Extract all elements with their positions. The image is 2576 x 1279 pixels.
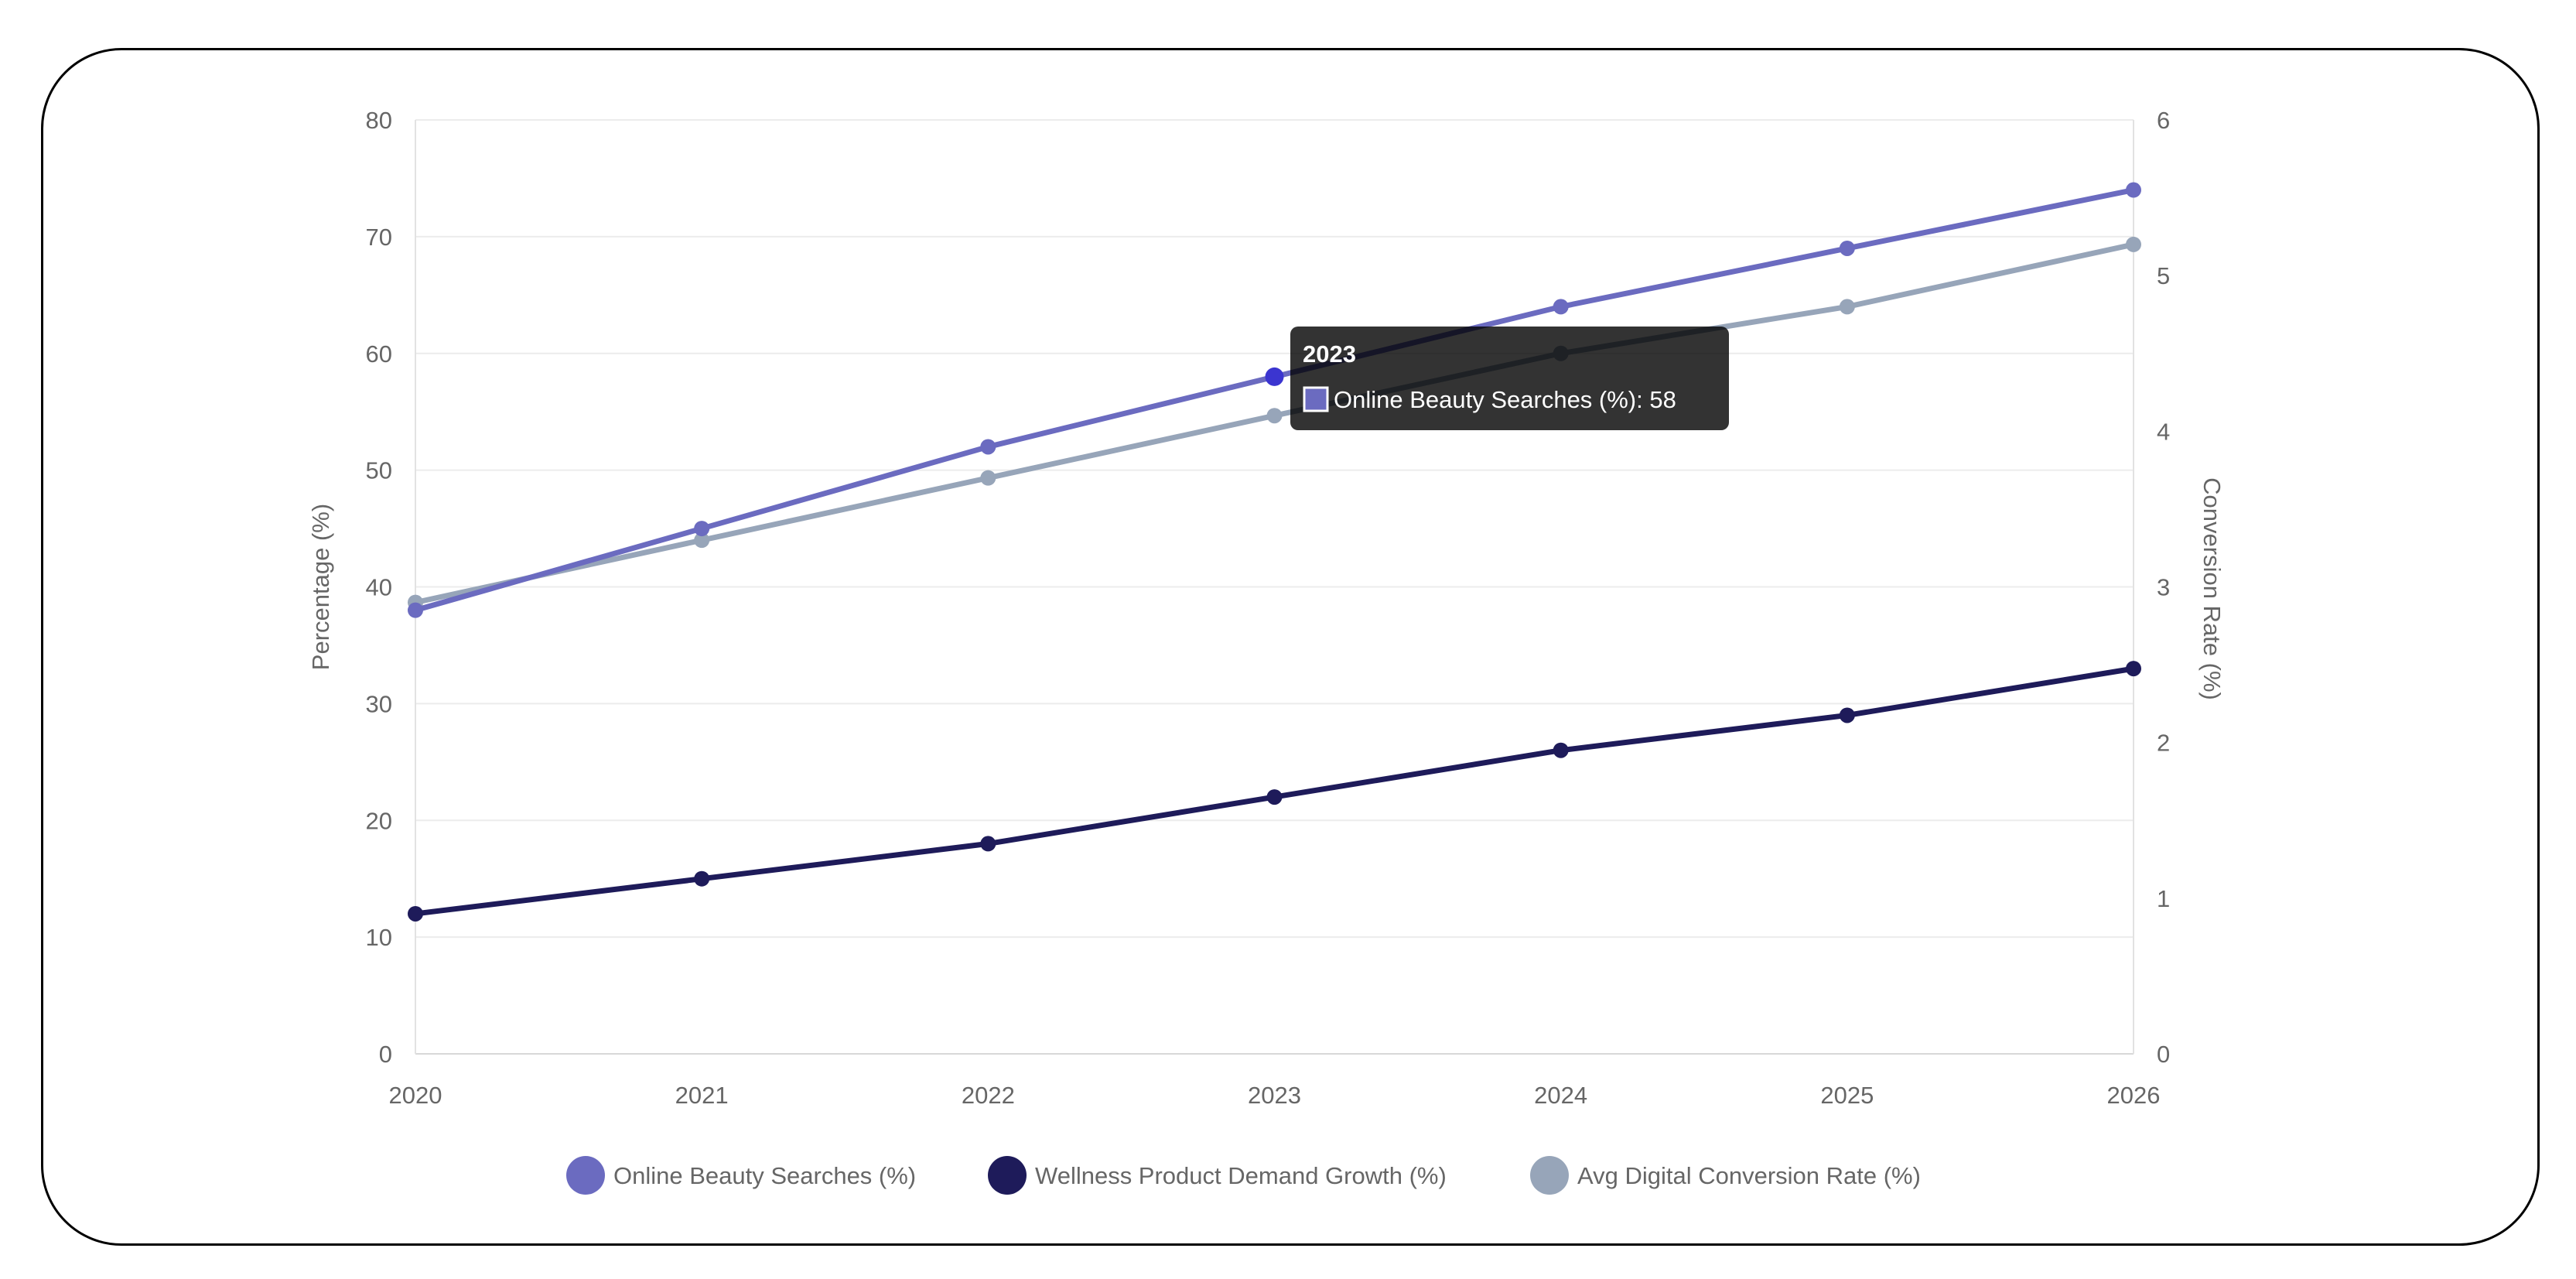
data-point (1553, 299, 1569, 315)
data-point (980, 470, 996, 486)
legend-swatch (988, 1156, 1027, 1195)
series-group (408, 236, 2141, 610)
x-tick-label: 2024 (1534, 1082, 1587, 1109)
x-tick-label: 2026 (2107, 1082, 2161, 1109)
tooltip-text: Online Beauty Searches (%): 58 (1334, 386, 1676, 413)
legend-label: Online Beauty Searches (%) (613, 1162, 916, 1189)
legend-label: Wellness Product Demand Growth (%) (1035, 1162, 1447, 1189)
right-tick-label: 0 (2157, 1041, 2170, 1068)
right-tick-label: 2 (2157, 730, 2170, 757)
right-tick-label: 6 (2157, 107, 2170, 134)
legend-swatch (1530, 1156, 1569, 1195)
right-axis-title: Conversion Rate (%) (2198, 477, 2226, 700)
right-axis-ticks: 0 1 2 3 4 5 6 (2157, 107, 2170, 1068)
tooltip-title: 2023 (1303, 340, 1356, 368)
legend-swatch (566, 1156, 605, 1195)
x-tick-label: 2025 (1820, 1082, 1874, 1109)
data-point (2126, 182, 2141, 198)
left-axis-title: Percentage (%) (307, 504, 334, 670)
left-tick-label: 10 (366, 924, 392, 951)
data-point (1839, 707, 1855, 723)
tooltip-swatch (1303, 386, 1329, 412)
right-tick-label: 3 (2157, 574, 2170, 601)
left-tick-label: 30 (366, 690, 392, 717)
legend-item: Online Beauty Searches (%) (566, 1156, 916, 1195)
data-point (1266, 408, 1283, 424)
tooltip-box (1290, 327, 1729, 430)
tooltip: 2023 Online Beauty Searches (%): 58 (1265, 327, 1729, 430)
legend-item: Wellness Product Demand Growth (%) (988, 1156, 1447, 1195)
data-point (980, 836, 996, 852)
data-point (2126, 236, 2141, 252)
right-tick-label: 4 (2157, 418, 2170, 445)
data-point (1839, 240, 1855, 256)
legend: Online Beauty Searches (%) Wellness Produ… (566, 1156, 1921, 1195)
x-tick-label: 2023 (1248, 1082, 1301, 1109)
highlighted-point (1265, 367, 1284, 386)
x-tick-label: 2021 (675, 1082, 729, 1109)
series-line (412, 241, 2137, 606)
data-point (2126, 661, 2141, 677)
series-layer (408, 182, 2141, 922)
right-tick-label: 1 (2157, 885, 2170, 912)
data-point (1553, 742, 1569, 758)
x-tick-label: 2020 (389, 1082, 442, 1109)
left-tick-label: 20 (366, 807, 392, 834)
left-tick-label: 80 (366, 107, 392, 134)
data-point (980, 439, 996, 455)
left-tick-label: 40 (366, 574, 392, 601)
left-tick-label: 0 (379, 1041, 392, 1068)
left-tick-label: 60 (366, 340, 392, 368)
legend-item: Avg Digital Conversion Rate (%) (1530, 1156, 1921, 1195)
legend-label: Avg Digital Conversion Rate (%) (1577, 1162, 1921, 1189)
left-tick-label: 50 (366, 457, 392, 484)
x-axis-ticks: 2020 2021 2022 2023 2024 2025 2026 (389, 1082, 2161, 1109)
data-point (408, 602, 423, 618)
data-point (694, 870, 710, 887)
series-group (408, 182, 2141, 618)
data-point (694, 532, 710, 549)
data-point (1839, 299, 1855, 315)
data-point (694, 521, 710, 537)
data-point (408, 905, 423, 922)
series-group (408, 661, 2141, 922)
data-point (1266, 789, 1283, 805)
left-axis-ticks: 0 10 20 30 40 50 60 70 80 (366, 107, 392, 1068)
x-tick-label: 2022 (962, 1082, 1015, 1109)
left-tick-label: 70 (366, 224, 392, 251)
right-tick-label: 5 (2157, 262, 2170, 289)
grid-lines (415, 119, 2134, 1055)
